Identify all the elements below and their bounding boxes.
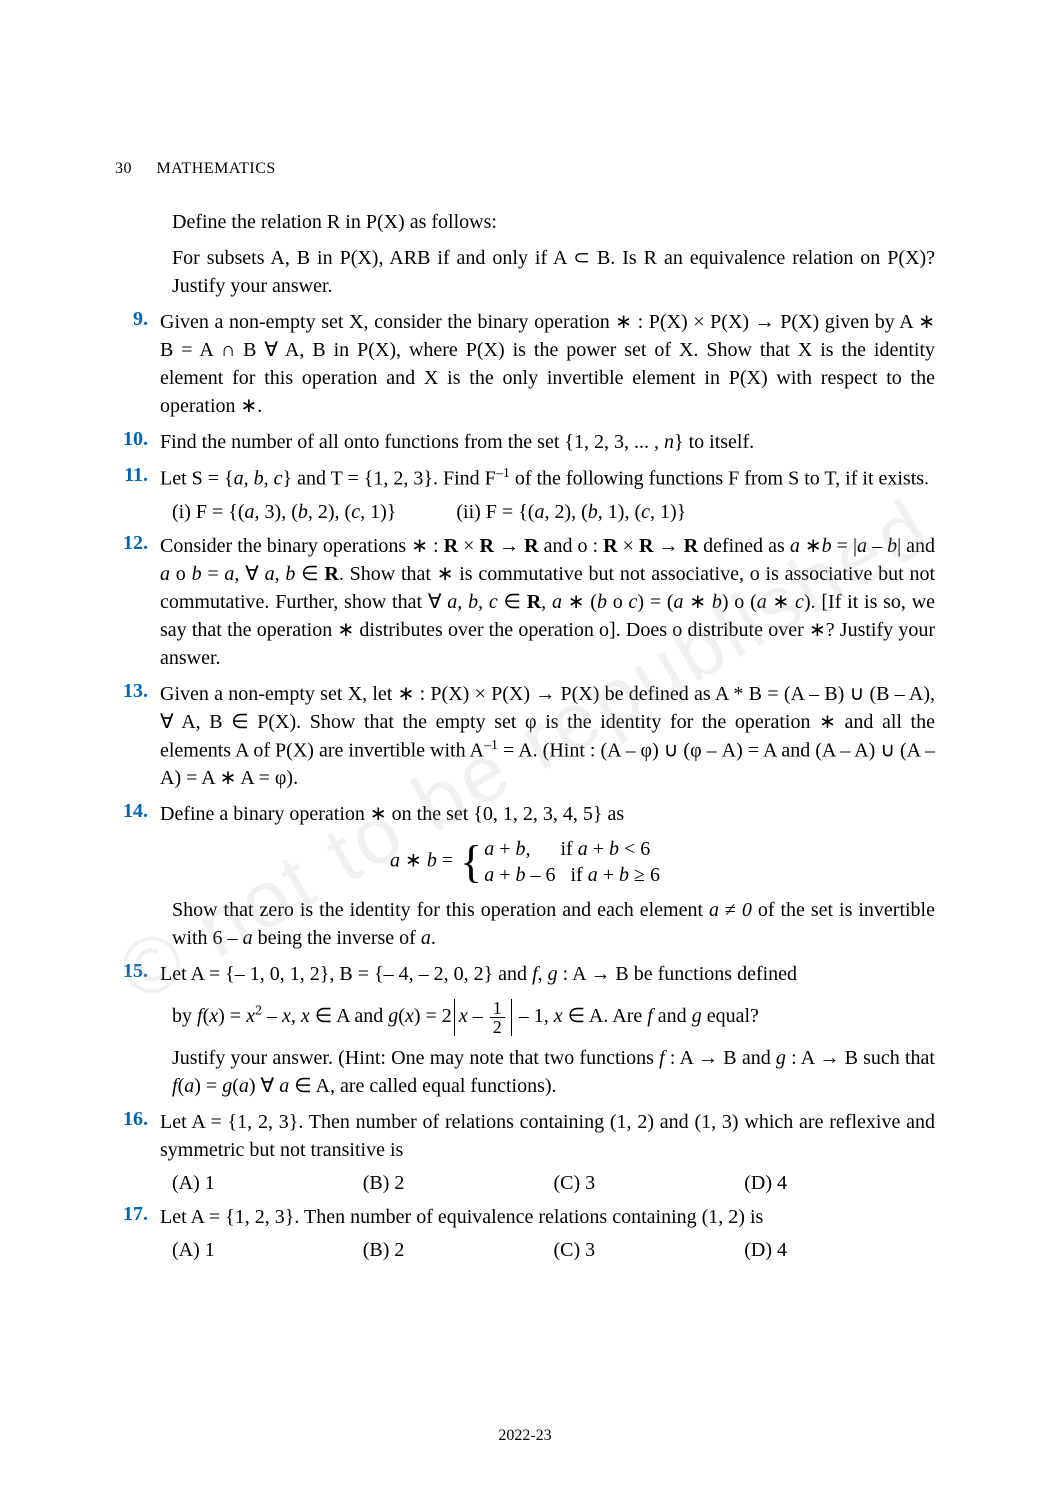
question-10: 10. Find the number of all onto function…: [115, 428, 935, 456]
option-a: (A) 1: [172, 1239, 363, 1262]
question-15-mid: by f(x) = x2 – x, x ∈ A and g(x) = 2x – …: [172, 996, 935, 1036]
question-body: Define a binary operation ∗ on the set {…: [160, 800, 935, 828]
option-d: (D) 4: [744, 1172, 935, 1195]
eq-case-1: a + b, if a + b < 6: [484, 836, 660, 862]
chapter-title: MATHEMATICS: [157, 160, 276, 178]
question-14-equation: a ∗ b = { a + b, if a + b < 6 a + b – 6 …: [115, 836, 935, 888]
q15-mid-pre: by f(x) = x2 – x, x ∈ A and g(x) = 2: [172, 1005, 452, 1027]
question-9: 9. Given a non-empty set X, consider the…: [115, 308, 935, 420]
question-number: 15.: [115, 960, 160, 988]
intro-line-2: For subsets A, B in P(X), ARB if and onl…: [172, 244, 935, 300]
footer-year: 2022-23: [0, 1427, 1050, 1445]
eq-lhs: a ∗ b =: [390, 850, 458, 872]
option-ii: (ii) F = {(a, 2), (b, 1), (c, 1)}: [456, 501, 686, 524]
eq-case-2: a + b – 6 if a + b ≥ 6: [484, 862, 660, 888]
page-number: 30: [115, 160, 132, 178]
option-b: (B) 2: [363, 1172, 554, 1195]
question-number: 16.: [115, 1108, 160, 1164]
question-body: Let A = {– 1, 0, 1, 2}, B = {– 4, – 2, 0…: [160, 960, 935, 988]
question-number: 17.: [115, 1203, 160, 1231]
option-a: (A) 1: [172, 1172, 363, 1195]
question-body: Consider the binary operations ∗ : R × R…: [160, 532, 935, 672]
option-b: (B) 2: [363, 1239, 554, 1262]
question-body: Let S = {a, b, c} and T = {1, 2, 3}. Fin…: [160, 464, 935, 493]
question-number: 12.: [115, 532, 160, 672]
question-13: 13. Given a non-empty set X, let ∗ : P(X…: [115, 680, 935, 793]
question-15-tail: Justify your answer. (Hint: One may note…: [172, 1044, 935, 1100]
question-number: 10.: [115, 428, 160, 456]
question-15: 15. Let A = {– 1, 0, 1, 2}, B = {– 4, – …: [115, 960, 935, 988]
option-c: (C) 3: [554, 1172, 745, 1195]
fraction: 12: [490, 999, 505, 1036]
intro-line-1: Define the relation R in P(X) as follows…: [172, 208, 935, 236]
question-17-options: (A) 1 (B) 2 (C) 3 (D) 4: [172, 1239, 935, 1262]
question-17: 17. Let A = {1, 2, 3}. Then number of eq…: [115, 1203, 935, 1231]
question-12: 12. Consider the binary operations ∗ : R…: [115, 532, 935, 672]
question-16-options: (A) 1 (B) 2 (C) 3 (D) 4: [172, 1172, 935, 1195]
question-number: 13.: [115, 680, 160, 793]
option-i: (i) F = {(a, 3), (b, 2), (c, 1)}: [172, 501, 396, 524]
question-number: 11.: [115, 464, 160, 493]
q15-mid-post: – 1, x ∈ A. Are f and g equal?: [514, 1005, 759, 1027]
option-c: (C) 3: [554, 1239, 745, 1262]
frac-numerator: 1: [490, 999, 505, 1018]
frac-denominator: 2: [490, 1018, 505, 1036]
abs-bracket: x – 12: [454, 999, 512, 1036]
question-16: 16. Let A = {1, 2, 3}. Then number of re…: [115, 1108, 935, 1164]
question-11-options: (i) F = {(a, 3), (b, 2), (c, 1)} (ii) F …: [172, 501, 935, 524]
page-header: 30 MATHEMATICS: [115, 160, 935, 178]
question-number: 9.: [115, 308, 160, 420]
question-body: Given a non-empty set X, consider the bi…: [160, 308, 935, 420]
question-body: Given a non-empty set X, let ∗ : P(X) × …: [160, 680, 935, 793]
question-14-tail: Show that zero is the identity for this …: [172, 896, 935, 952]
question-body: Let A = {1, 2, 3}. Then number of relati…: [160, 1108, 935, 1164]
option-d: (D) 4: [744, 1239, 935, 1262]
abs-inner-pre: x –: [459, 1005, 488, 1027]
question-14: 14. Define a binary operation ∗ on the s…: [115, 800, 935, 828]
brace-icon: {: [460, 844, 482, 881]
question-body: Let A = {1, 2, 3}. Then number of equiva…: [160, 1203, 935, 1231]
question-number: 14.: [115, 800, 160, 828]
question-11: 11. Let S = {a, b, c} and T = {1, 2, 3}.…: [115, 464, 935, 493]
question-body: Find the number of all onto functions fr…: [160, 428, 935, 456]
